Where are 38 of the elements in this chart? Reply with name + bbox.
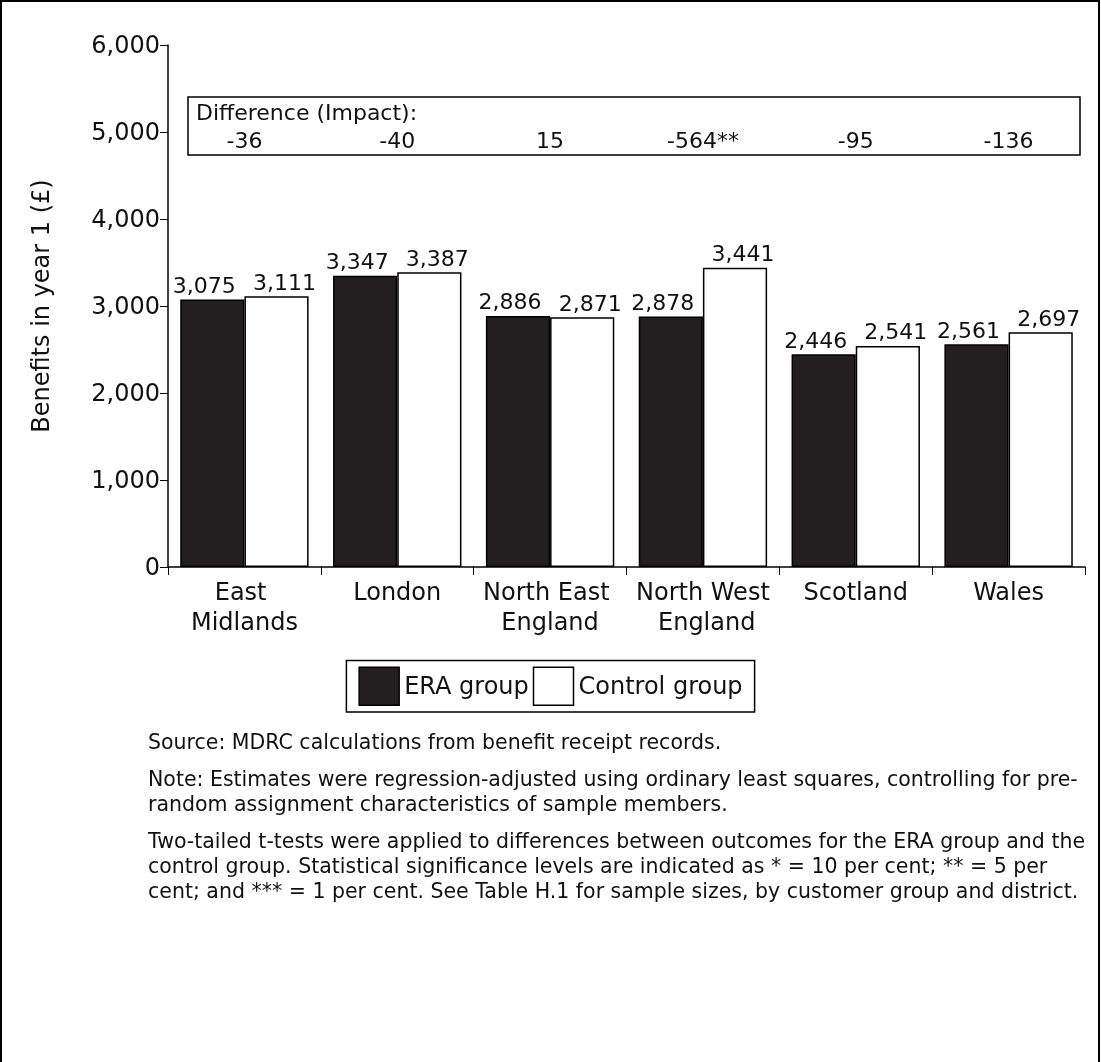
y-tick-label: 1,000 (91, 466, 160, 494)
annotation: -95 (837, 127, 874, 153)
x-tick-label: North West England (636, 578, 770, 636)
text: Two-tailed t-tests were applied to differences between outcomes for the ERA group and the control group. Statistical significance levels are indicated as * = 10 per cent; ** = 5 per cent; and *** = 1 per cent. See Table H.1 for sample sizes, by customer group and district. (148, 829, 1087, 904)
annotation: 15 (536, 127, 565, 153)
annotation: -40 (379, 127, 416, 153)
data-label: 2,541 (864, 319, 928, 345)
annotation: -36 (226, 127, 263, 153)
data-label: 2,697 (1017, 305, 1081, 331)
legend-label: Control group (578, 672, 743, 701)
y-tick-label: 0 (144, 553, 160, 581)
annotation: -136 (983, 127, 1034, 153)
x-tick-label: Wales (973, 578, 1045, 606)
data-label: 3,387 (405, 245, 469, 271)
annotation: -564** (666, 127, 739, 153)
data-label: 2,886 (478, 289, 542, 315)
x-tick-label: East Midlands (190, 578, 298, 636)
y-tick-label: 3,000 (91, 292, 160, 320)
y-axis-title: Benefits in year 1 (£) (27, 179, 55, 433)
data-label: 3,441 (711, 241, 775, 267)
data-label: 2,871 (558, 290, 622, 316)
x-tick-label: Scotland (803, 578, 908, 606)
x-tick-label: London (353, 578, 442, 606)
y-tick-label: 5,000 (91, 118, 160, 146)
text: Note: Estimates were regression-adjusted using ordinary least squares, controlling for pre-random assignment characteristics of sample members. (148, 767, 1079, 817)
y-tick-label: 4,000 (91, 205, 160, 233)
x-tick-label: North East England (483, 578, 618, 636)
data-label: 2,446 (784, 327, 848, 353)
legend-label: ERA group (404, 672, 529, 701)
y-tick-label: 6,000 (91, 31, 160, 59)
annotation: Difference (Impact): (196, 99, 418, 125)
data-label: 3,075 (172, 272, 236, 298)
data-label: 3,347 (325, 249, 389, 275)
data-label: 3,111 (253, 269, 316, 295)
source-note: Source: MDRC calculations from benefit receipt records. (148, 730, 723, 755)
data-label: 2,878 (631, 290, 695, 316)
data-label: 2,561 (937, 317, 1000, 343)
y-tick-label: 2,000 (91, 379, 160, 407)
